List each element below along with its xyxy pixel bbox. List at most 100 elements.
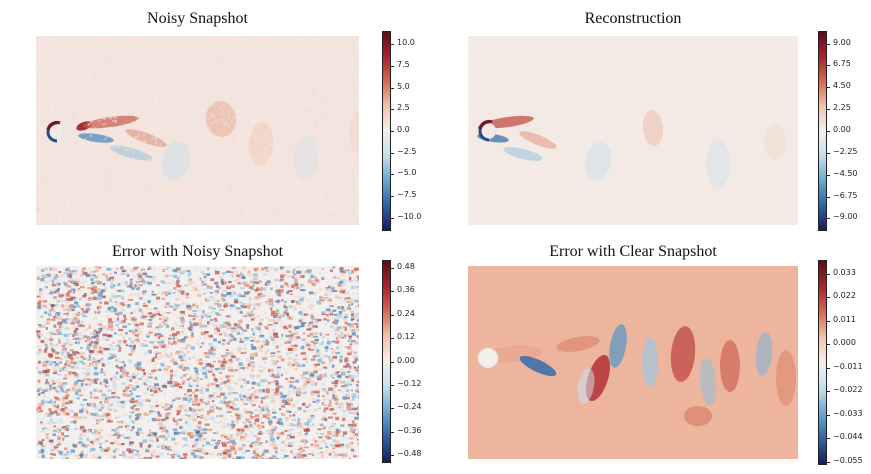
noise-speck: [46, 421, 51, 425]
noise-speck: [89, 100, 92, 103]
noise-speck: [338, 43, 341, 46]
noise-speck: [327, 220, 330, 223]
noise-speck: [287, 345, 291, 348]
noise-speck: [260, 457, 265, 459]
noise-speck: [312, 124, 315, 127]
noise-speck: [213, 148, 216, 151]
noise-speck: [211, 348, 216, 351]
panel-reconstruction: Reconstruction 9.00 6.75 4.50 2.25 0.00 −2.25…: [468, 10, 858, 231]
colorbar-tick-mark: [391, 217, 394, 219]
noise-speck: [187, 282, 193, 285]
noise-speck: [79, 198, 82, 201]
colorbar-tick-label: −2.25: [833, 146, 858, 156]
noise-speck: [203, 108, 206, 111]
noise-speck: [242, 135, 245, 138]
noise-speck: [110, 168, 113, 171]
noise-speck: [337, 306, 341, 308]
noise-speck: [135, 170, 138, 173]
noise-speck: [152, 190, 155, 193]
noise-speck: [131, 190, 134, 192]
noise-speck: [282, 94, 285, 97]
noise-speck: [118, 311, 123, 315]
noise-speck: [131, 433, 137, 436]
noise-speck: [284, 287, 287, 291]
noise-speck: [323, 61, 326, 64]
noise-speck: [305, 409, 310, 413]
noise-speck: [172, 117, 175, 120]
noise-speck: [335, 183, 338, 186]
noise-speck: [86, 430, 91, 433]
noise-speck: [117, 383, 122, 386]
noise-speck: [268, 423, 272, 426]
noise-speck: [325, 195, 328, 198]
noise-speck: [65, 71, 68, 74]
noise-speck: [130, 317, 135, 321]
noise-speck: [88, 48, 91, 51]
noise-speck: [173, 361, 178, 364]
noise-speck: [242, 447, 247, 451]
noise-speck: [45, 379, 48, 382]
noise-speck: [344, 206, 347, 209]
noise-speck: [358, 454, 359, 458]
noise-speck: [59, 221, 62, 223]
noise-speck: [290, 192, 293, 195]
noise-speck: [210, 100, 213, 103]
noise-speck: [237, 201, 240, 204]
noise-speck: [252, 346, 256, 350]
noise-speck: [82, 433, 87, 437]
noise-speck: [303, 78, 306, 81]
noise-speck: [110, 454, 114, 459]
noise-speck: [301, 378, 305, 382]
noise-speck: [187, 220, 190, 223]
noise-speck: [228, 339, 233, 342]
noise-speck: [262, 68, 264, 71]
noise-speck: [217, 439, 222, 442]
noise-speck: [259, 334, 265, 337]
noise-speck: [351, 139, 354, 142]
noise-speck: [318, 406, 322, 408]
noise-speck: [49, 46, 52, 48]
noise-speck: [206, 125, 209, 128]
noise-speck: [178, 222, 181, 224]
noise-speck: [184, 55, 187, 58]
noise-speck: [202, 428, 208, 431]
noise-speck: [54, 142, 56, 145]
noise-speck: [101, 219, 104, 222]
noise-speck: [277, 191, 280, 194]
noise-speck: [42, 389, 47, 392]
noise-speck: [84, 383, 88, 386]
noise-speck: [227, 285, 231, 288]
noise-speck: [159, 390, 163, 392]
noise-speck: [80, 286, 85, 289]
noise-speck: [193, 119, 196, 121]
noise-speck: [78, 85, 81, 88]
noise-speck: [180, 376, 184, 379]
noise-speck: [332, 215, 335, 218]
noise-speck: [92, 296, 97, 300]
noise-speck: [293, 51, 296, 54]
noise-speck: [131, 331, 137, 335]
noise-speck: [326, 113, 329, 116]
noise-speck: [243, 376, 248, 379]
noise-speck: [219, 132, 222, 135]
noise-speck: [120, 405, 125, 409]
noise-speck: [126, 426, 131, 430]
noise-speck: [300, 300, 303, 303]
noise-speck: [347, 76, 350, 79]
noise-speck: [240, 366, 245, 370]
noise-speck: [110, 377, 113, 381]
noise-speck: [309, 426, 313, 429]
noise-speck: [225, 162, 228, 165]
noise-speck: [255, 112, 258, 115]
noise-speck: [228, 191, 231, 194]
noise-speck: [356, 384, 359, 387]
noise-speck: [127, 163, 130, 166]
colorbar-tick-mark: [827, 174, 830, 176]
noise-speck: [146, 335, 150, 338]
noise-speck: [335, 78, 338, 81]
noise-speck: [111, 293, 114, 296]
noise-speck: [158, 352, 162, 355]
noise-speck: [137, 361, 142, 366]
noise-speck: [127, 456, 132, 459]
noise-speck: [291, 203, 294, 206]
